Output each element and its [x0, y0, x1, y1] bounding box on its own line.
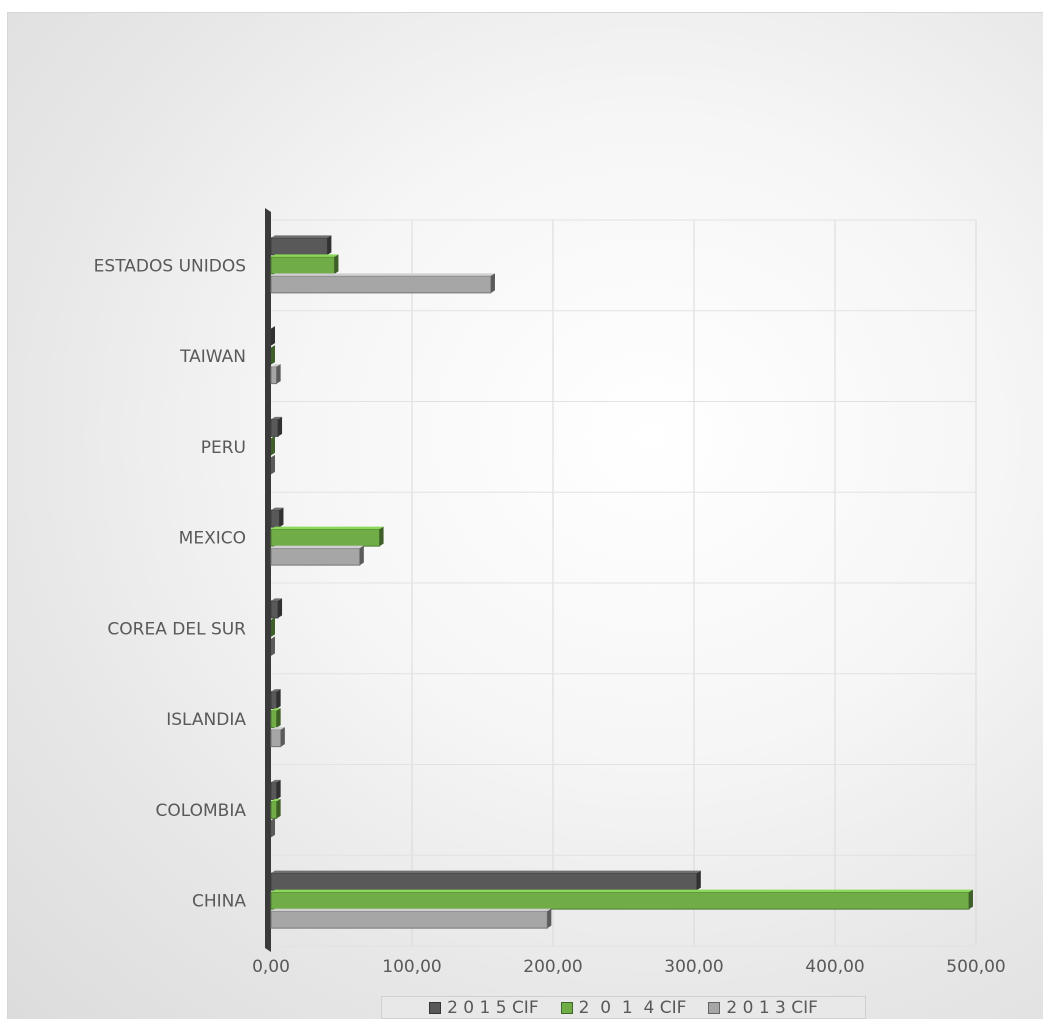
- legend-item-2015: 2 0 1 5 CIF: [429, 998, 539, 1018]
- legend-item-2014: 2 0 1 4 CIF: [560, 997, 687, 1018]
- axis-wall: [265, 208, 271, 952]
- bar-end-face: [271, 454, 275, 475]
- bar-mexico-s0: [270, 509, 280, 528]
- bar-top-face: [271, 727, 285, 730]
- bar-end-face: [490, 273, 495, 293]
- bar-top-face: [271, 416, 283, 420]
- category-label: PERU: [201, 438, 246, 458]
- bar-end-face: [278, 416, 283, 437]
- bar-colombia-s0: [270, 781, 278, 800]
- bar-end-face: [271, 435, 275, 456]
- bar-top-face: [271, 908, 552, 912]
- x-tick-label: 200,00: [523, 957, 582, 977]
- bar-top-face: [271, 364, 281, 367]
- bar-islandia-s1: [270, 710, 278, 729]
- bar-end-face: [359, 545, 364, 566]
- bar-china-s0: [270, 872, 698, 891]
- bar-islandia-s2: [270, 729, 282, 748]
- legend-label-2015: 2 0 1 5 CIF: [447, 997, 539, 1018]
- bar-end-face: [271, 617, 275, 637]
- category-axis: [265, 208, 271, 952]
- bar-mexico-s1: [270, 528, 381, 547]
- bar-china-s1: [270, 891, 970, 910]
- bar-end-face: [271, 817, 275, 838]
- bar-end-face: [276, 798, 281, 819]
- bar-end-face: [280, 727, 285, 747]
- bar-top-face: [271, 870, 701, 874]
- bar-end-face: [968, 889, 973, 910]
- bar-end-face: [334, 254, 339, 274]
- bar-estados-unidos-s2: [270, 275, 492, 294]
- bar-estados-unidos-s1: [270, 256, 335, 275]
- bar-estados-unidos-s0: [270, 237, 328, 256]
- bar-top-face: [271, 798, 281, 802]
- bar-top-face: [271, 689, 281, 692]
- chart-area: [7, 12, 1043, 1019]
- legend-label-2014: 2 0 1 4 CIF: [578, 997, 687, 1018]
- category-label: MEXICO: [179, 529, 246, 549]
- category-label: COREA DEL SUR: [107, 619, 246, 639]
- bar-top-face: [271, 254, 339, 257]
- bar-end-face: [276, 779, 281, 800]
- bar-china-s2: [270, 910, 548, 929]
- bar-end-face: [276, 689, 281, 709]
- legend-item-2013: 2 0 1 3 CIF: [708, 998, 818, 1018]
- category-label: ESTADOS UNIDOS: [94, 256, 246, 276]
- legend-label-2013: 2 0 1 3 CIF: [726, 997, 818, 1018]
- legend-swatch-2014: [560, 1001, 573, 1014]
- bar-top-face: [271, 545, 364, 549]
- bar-corea-del-sur-s0: [270, 600, 279, 619]
- legend-swatch-2015: [429, 1001, 442, 1014]
- bar-end-face: [279, 507, 284, 528]
- bar-taiwan-s2: [270, 366, 278, 385]
- axis-labels: 0,00 100,00 200,00 300,00 400,00 500,00 ESTADO…: [94, 256, 1006, 977]
- category-label: CHINA: [192, 892, 246, 912]
- x-tick-label: 0,00: [252, 957, 290, 977]
- bar-islandia-s0: [270, 691, 278, 710]
- bar-peru-s0: [270, 418, 279, 437]
- category-label: TAIWAN: [179, 347, 246, 367]
- bar-end-face: [271, 326, 275, 346]
- x-tick-label: 300,00: [664, 957, 723, 977]
- bar-top-face: [271, 235, 332, 238]
- bar-top-face: [271, 598, 283, 601]
- category-label: ISLANDIA: [166, 710, 246, 730]
- bar-end-face: [278, 598, 283, 618]
- bar-end-face: [276, 364, 281, 384]
- bar-mexico-s2: [270, 547, 361, 566]
- bar-top-face: [271, 507, 284, 511]
- bars: [270, 235, 973, 929]
- bar-top-face: [271, 273, 495, 276]
- bar-top-face: [271, 889, 973, 893]
- bar-top-face: [271, 708, 281, 711]
- bar-end-face: [547, 908, 552, 929]
- bar-end-face: [696, 870, 701, 891]
- bar-end-face: [271, 345, 275, 365]
- bar-end-face: [271, 636, 275, 656]
- legend: 2 0 1 5 CIF 2 0 1 4 CIF 2 0 1 3 CIF: [381, 996, 866, 1019]
- legend-swatch-2013: [708, 1001, 721, 1014]
- grid-lines: [271, 219, 977, 947]
- bar-end-face: [379, 526, 384, 547]
- bar-end-face: [276, 708, 281, 728]
- bar-top-face: [271, 526, 384, 530]
- bar-top-face: [271, 779, 281, 783]
- bar-end-face: [327, 235, 332, 255]
- x-tick-label: 100,00: [382, 957, 441, 977]
- x-tick-label: 500,00: [946, 957, 1005, 977]
- x-tick-label: 400,00: [805, 957, 864, 977]
- bar-colombia-s1: [270, 800, 278, 819]
- category-label: COLOMBIA: [156, 801, 247, 821]
